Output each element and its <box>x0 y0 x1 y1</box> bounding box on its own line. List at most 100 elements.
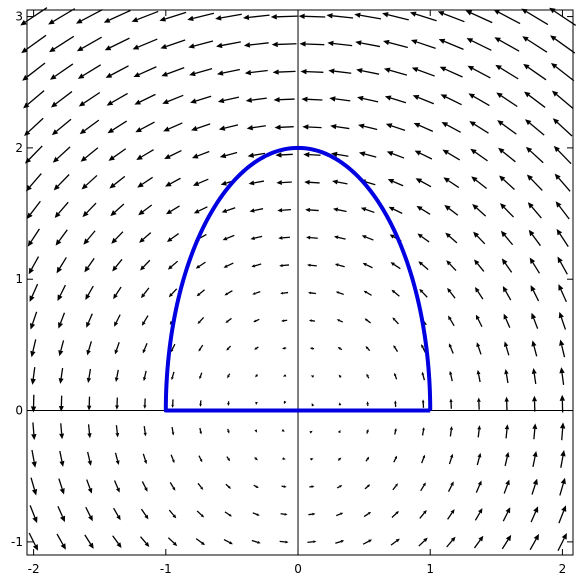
field-arrow <box>531 368 537 385</box>
field-arrow <box>50 91 73 108</box>
field-arrow <box>495 64 519 80</box>
field-arrow <box>303 151 321 158</box>
field-arrow <box>393 455 398 463</box>
field-arrow <box>335 291 344 296</box>
field-arrow <box>215 13 242 21</box>
field-arrow <box>447 287 456 299</box>
field-arrow <box>308 512 316 516</box>
field-arrow <box>112 258 123 272</box>
field-arrow <box>504 424 510 439</box>
field-arrow <box>223 262 234 268</box>
field-arrow <box>225 483 232 489</box>
field-arrow <box>329 96 351 102</box>
field-arrow <box>275 152 293 158</box>
field-arrow <box>337 346 343 351</box>
field-arrow <box>75 8 103 24</box>
field-arrow <box>472 204 487 217</box>
field-arrow <box>276 180 292 186</box>
field-arrow <box>420 482 426 492</box>
field-arrow <box>58 395 64 412</box>
field-arrow <box>280 512 288 516</box>
field-arrow <box>449 398 453 409</box>
field-arrow <box>166 233 179 242</box>
field-arrow <box>476 369 481 383</box>
field-arrow <box>26 200 41 219</box>
field-arrow <box>113 286 122 300</box>
field-arrow <box>394 400 397 407</box>
field-arrow <box>242 14 270 21</box>
field-arrow <box>410 39 436 50</box>
field-arrow <box>82 202 97 218</box>
field-arrow <box>29 311 38 330</box>
field-arrow <box>307 263 317 267</box>
y-tick-label: 3 <box>15 10 23 24</box>
field-arrow <box>135 121 155 133</box>
field-arrow <box>227 373 231 379</box>
field-arrow <box>358 123 378 131</box>
field-arrow <box>336 319 344 323</box>
field-arrow <box>107 120 128 134</box>
field-arrow <box>311 403 315 407</box>
tick-labels: -2 -1 0 1 2 -1 0 1 2 3 <box>11 10 566 576</box>
field-arrow <box>59 423 65 440</box>
field-arrow <box>110 203 125 217</box>
field-arrow <box>250 235 263 241</box>
field-arrow <box>111 231 124 244</box>
field-arrow <box>523 63 547 81</box>
field-arrow <box>272 69 296 75</box>
field-arrow <box>109 175 126 189</box>
field-arrow <box>254 429 257 433</box>
field-arrow <box>503 313 511 328</box>
field-arrow <box>556 228 569 247</box>
field-arrow <box>357 95 379 103</box>
field-arrow <box>531 478 538 495</box>
field-arrow <box>224 511 232 517</box>
field-arrow <box>112 535 122 548</box>
field-arrow <box>552 118 573 137</box>
field-arrow <box>143 426 147 437</box>
field-arrow <box>392 317 399 325</box>
field-arrow <box>216 41 241 49</box>
field-arrow <box>254 346 259 350</box>
field-arrow <box>105 65 129 78</box>
field-arrow <box>59 450 65 467</box>
field-arrow <box>171 426 175 436</box>
y-tick-label: 0 <box>15 404 23 418</box>
field-arrow <box>57 284 66 301</box>
field-arrow <box>383 39 408 49</box>
field-arrow <box>304 179 320 185</box>
field-arrow <box>446 536 456 548</box>
field-arrow <box>281 428 285 432</box>
field-arrow <box>421 427 425 436</box>
field-arrow <box>391 289 400 297</box>
field-arrow <box>54 201 69 219</box>
field-arrow <box>30 339 37 358</box>
field-arrow <box>255 401 258 406</box>
field-arrow <box>142 453 148 465</box>
field-arrow <box>58 340 65 357</box>
field-arrow <box>140 536 150 548</box>
field-arrow <box>55 229 68 246</box>
field-arrow <box>337 429 341 434</box>
field-arrow <box>79 119 100 135</box>
field-arrow <box>244 69 268 76</box>
field-arrow <box>169 482 176 491</box>
field-arrow <box>106 92 128 106</box>
field-arrow <box>132 38 158 50</box>
field-arrow <box>308 319 316 323</box>
field-arrow <box>253 484 259 488</box>
field-arrow <box>108 148 127 161</box>
field-arrow <box>421 371 426 381</box>
field-arrow <box>86 368 92 383</box>
field-arrow <box>497 120 517 135</box>
x-tick-label: 0 <box>294 562 302 576</box>
field-arrow <box>500 230 514 246</box>
field-arrow <box>338 374 342 378</box>
field-arrow <box>521 8 549 26</box>
field-arrow <box>164 150 182 160</box>
field-arrow <box>56 257 67 274</box>
field-arrow <box>114 342 120 355</box>
field-arrow <box>388 206 403 214</box>
field-arrow <box>86 313 93 328</box>
